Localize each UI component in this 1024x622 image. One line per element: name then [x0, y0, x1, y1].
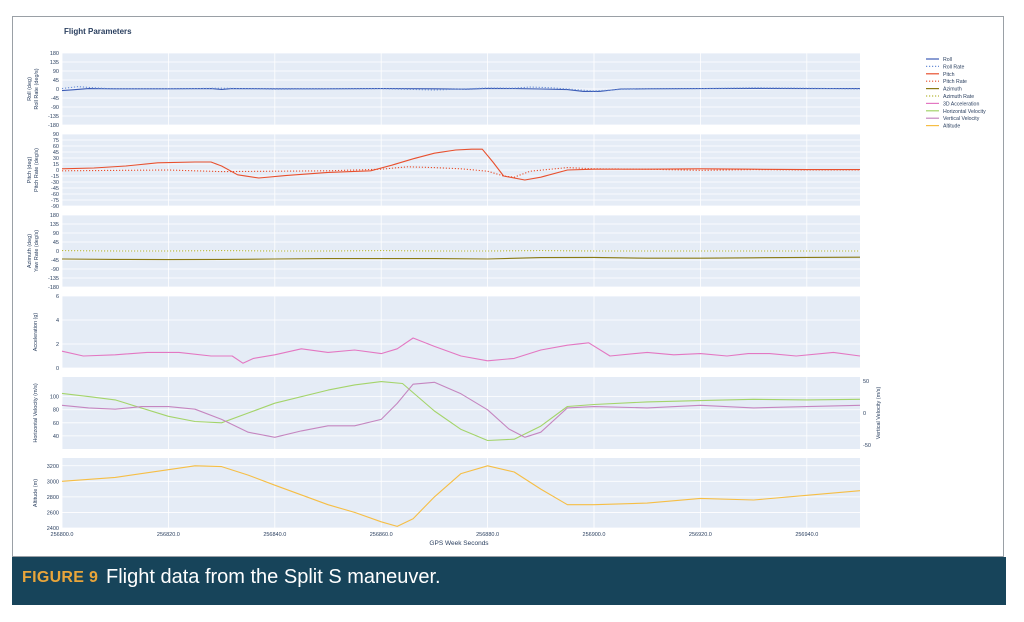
- x-axis-label: GPS Week Seconds: [429, 540, 489, 547]
- x-tick-label: 256880.0: [476, 532, 499, 538]
- y-tick-label: 180: [50, 213, 59, 219]
- series-line-azimuth: [61, 256, 861, 261]
- y-tick-label: -45: [51, 96, 59, 102]
- y-tick-label: 0: [56, 168, 59, 174]
- panel-azimuth: -180 -135 -90 -45 0 45 90 135 180 Azimuth (deg) Ya…: [27, 213, 861, 291]
- y-tick-label: -90: [51, 204, 59, 210]
- panel-altitude: 2400 2600 2800 3000 3200 Altitude (m): [33, 458, 861, 532]
- series-line-horizontal-velocity: [61, 381, 861, 442]
- x-tick-label: 256940.0: [795, 532, 818, 538]
- panel-background: [62, 458, 860, 528]
- y-axis-label: Yaw Rate (deg/s): [34, 230, 40, 272]
- y-axis-label: Pitch Rate (deg/s): [34, 148, 40, 192]
- y-right-tick-label: 50: [863, 379, 869, 385]
- y-tick-label: 90: [53, 231, 59, 237]
- y-tick-label: 2800: [47, 495, 59, 501]
- y-tick-label: 180: [50, 51, 59, 57]
- legend-entry: Azimuth: [943, 87, 962, 93]
- series-line-3d-acceleration: [61, 337, 861, 364]
- y-tick-label: 135: [50, 222, 59, 228]
- y-axis-label: Roll Rate (deg/s): [34, 68, 40, 109]
- y-tick-label: 75: [53, 138, 59, 144]
- y-axis-label: Horizontal Velocity (m/s): [33, 383, 39, 442]
- y-tick-label: 2400: [47, 526, 59, 532]
- y-tick-label: -135: [48, 276, 59, 282]
- panel-background: [62, 377, 860, 449]
- y-tick-label: -45: [51, 258, 59, 264]
- x-tick-label: 256900.0: [583, 532, 606, 538]
- y-tick-label: 60: [53, 144, 59, 150]
- y-tick-label: 30: [53, 156, 59, 162]
- y-tick-label: -45: [51, 186, 59, 192]
- panel-velocity: 40 60 80 100 Horizontal Velocity (m/s) -50 0 50…: [33, 377, 882, 449]
- chart-title: Flight Parameters: [64, 27, 132, 36]
- y-tick-label: 45: [53, 240, 59, 246]
- y-tick-label: -90: [51, 105, 59, 111]
- y-tick-label: 80: [53, 408, 59, 414]
- y-tick-label: 0: [56, 249, 59, 255]
- y-axis-label: Altitude (m): [33, 479, 39, 507]
- flight-parameters-chart: Flight Parameters -180 -135 -90 -45 0 45 90 135…: [27, 27, 986, 547]
- y-tick-label: 15: [53, 162, 59, 168]
- series-line-altitude: [61, 465, 861, 527]
- y-tick-label: 0: [56, 366, 59, 372]
- y-tick-label: -90: [51, 267, 59, 273]
- legend-entry: Roll: [943, 57, 952, 63]
- y-tick-label: 2600: [47, 510, 59, 516]
- y-tick-label: 4: [56, 318, 59, 324]
- x-tick-label: 256800.0: [51, 532, 74, 538]
- y-tick-label: 90: [53, 132, 59, 138]
- y-tick-label: -60: [51, 192, 59, 198]
- legend-entry: Altitude: [943, 124, 960, 130]
- y-tick-label: -30: [51, 180, 59, 186]
- y-tick-label: 45: [53, 78, 59, 84]
- panel-roll: -180 -135 -90 -45 0 45 90 135 180 Roll (deg) Roll …: [27, 51, 861, 129]
- y-tick-label: 135: [50, 60, 59, 66]
- y-tick-label: 6: [56, 294, 59, 300]
- y-tick-label: -135: [48, 114, 59, 120]
- legend-entry: Roll Rate: [943, 64, 964, 70]
- series-line-roll-rate: [61, 86, 861, 92]
- y-axis-label: Pitch (deg): [27, 157, 33, 184]
- y-tick-label: 3200: [47, 464, 59, 470]
- series-line-vertical-velocity: [61, 381, 861, 438]
- legend-entry: Azimuth Rate: [943, 94, 974, 100]
- figure-caption-bar: FIGURE 9 Flight data from the Split S ma…: [12, 557, 1006, 605]
- x-tick-label: 256860.0: [370, 532, 393, 538]
- y-axis-label: Azimuth (deg): [27, 234, 33, 268]
- y-right-tick-label: 0: [863, 411, 866, 417]
- legend-entry: Vertical Velocity: [943, 116, 980, 122]
- y-tick-label: 3000: [47, 479, 59, 485]
- y-tick-label: -15: [51, 174, 59, 180]
- legend-entry: Horizontal Velocity: [943, 109, 986, 115]
- y-right-tick-label: -50: [863, 443, 871, 449]
- y-tick-label: -180: [48, 285, 59, 291]
- y-tick-label: 90: [53, 69, 59, 75]
- y-axis-label: Roll (deg): [27, 77, 33, 101]
- panel-acceleration: 0 2 4 6 Acceleration (g): [33, 294, 861, 372]
- y-tick-label: 60: [53, 421, 59, 427]
- y-tick-label: 100: [50, 395, 59, 401]
- series-line-pitch-rate: [61, 166, 860, 178]
- x-tick-label: 256840.0: [263, 532, 286, 538]
- y-tick-label: -180: [48, 123, 59, 129]
- y-tick-label: 0: [56, 87, 59, 93]
- y-tick-label: 2: [56, 342, 59, 348]
- x-tick-label: 256820.0: [157, 532, 180, 538]
- figure-caption: Flight data from the Split S maneuver.: [106, 566, 441, 588]
- legend-entry: Pitch: [943, 72, 955, 78]
- figure-label: FIGURE 9: [22, 569, 99, 586]
- y-tick-label: 45: [53, 150, 59, 156]
- panel-background: [62, 296, 860, 368]
- y-axis-label: Acceleration (g): [33, 313, 39, 352]
- figure-frame: Flight Parameters -180 -135 -90 -45 0 45 90 135…: [12, 16, 1004, 557]
- x-tick-label: 256920.0: [689, 532, 712, 538]
- y-tick-label: -75: [51, 198, 59, 204]
- legend-entry: 3D Acceleration: [943, 101, 979, 107]
- legend-entry: Pitch Rate: [943, 79, 967, 85]
- y-tick-label: 40: [53, 434, 59, 440]
- y-right-axis-label: Vertical Velocity (m/s): [876, 387, 882, 440]
